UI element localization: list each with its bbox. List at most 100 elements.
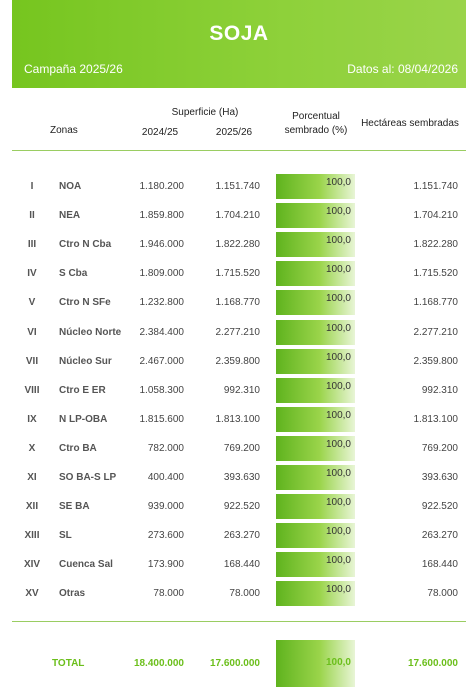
surface-2025-value: 1.151.740 xyxy=(215,181,261,192)
total-hectares-value: 17.600.000 xyxy=(407,658,458,669)
zone-name: N LP-OBA xyxy=(59,413,108,425)
percent-value: 100,0 xyxy=(325,235,351,247)
surface-2024-value: 1.859.800 xyxy=(139,210,185,222)
zone-name: Otras xyxy=(59,588,86,600)
surface-2024-value: 1.946.000 xyxy=(139,239,185,251)
surface-2025-value: 1.822.280 xyxy=(215,239,261,251)
row-number: XIII xyxy=(24,530,40,542)
hectares-value: 1.715.520 xyxy=(413,268,459,280)
surface-2024-value: 273.600 xyxy=(147,530,184,542)
surface-header: Superficie (Ha) xyxy=(171,107,239,118)
surface-2025-value: 78.000 xyxy=(229,588,260,600)
surface-2025-value: 393.630 xyxy=(223,472,260,483)
surface-2024-value: 2.467.000 xyxy=(139,355,185,367)
table-row: XI SO BA-S LP 400.400 393.630 100,0 393.630 xyxy=(12,463,466,492)
percent-bar: 100,0 xyxy=(276,290,355,316)
percent-value: 100,0 xyxy=(325,264,351,276)
percent-value: 100,0 xyxy=(325,206,351,218)
zone-name: NOA xyxy=(59,181,82,192)
percent-bar: 100,0 xyxy=(276,319,355,345)
surface-2025-value: 769.200 xyxy=(223,442,260,454)
surface-2024-value: 173.900 xyxy=(147,559,184,571)
row-number: III xyxy=(27,239,37,251)
zone-name: S Cba xyxy=(59,268,88,280)
row-number: VIII xyxy=(24,384,40,396)
percent-value: 100,0 xyxy=(325,409,351,421)
percent-bar: 100,0 xyxy=(276,494,355,520)
zone-name: Ctro N SFe xyxy=(59,297,111,309)
campaign-label: Campaña 2025/26 xyxy=(24,62,123,76)
zone-name: SO BA-S LP xyxy=(59,472,117,483)
zone-name: SE BA xyxy=(59,501,90,513)
total-percent-value: 100,0 xyxy=(325,657,351,668)
table-row: XII SE BA 939.000 922.520 100,0 922.520 xyxy=(12,492,466,521)
hectares-value: 263.270 xyxy=(421,530,458,542)
zone-name: SL xyxy=(59,530,72,542)
table-row: XIII SL 273.600 263.270 100,0 263.270 xyxy=(12,521,466,550)
total-year1-value: 18.400.000 xyxy=(133,658,184,669)
hectares-value: 168.440 xyxy=(421,559,458,571)
hectares-value: 1.168.770 xyxy=(413,297,459,309)
table-row: XV Otras 78.000 78.000 100,0 78.000 xyxy=(12,579,466,608)
row-number: XV xyxy=(25,588,39,600)
total-label: TOTAL xyxy=(52,658,85,669)
hectares-value: 922.520 xyxy=(421,501,458,513)
percent-value: 100,0 xyxy=(325,322,351,334)
percent-value: 100,0 xyxy=(325,177,351,188)
total-row: TOTAL 18.400.000 17.600.000 100,0 17.600… xyxy=(12,640,466,687)
total-divider xyxy=(12,621,466,622)
zone-name: Ctro E ER xyxy=(59,384,106,396)
table-row: I NOA 1.180.200 1.151.740 100,0 1.151.740 xyxy=(12,172,466,201)
percent-bar: 100,0 xyxy=(276,523,355,549)
percent-value: 100,0 xyxy=(325,555,351,567)
hectares-value: 1.813.100 xyxy=(413,413,459,425)
row-number: IV xyxy=(27,268,37,280)
percent-bar: 100,0 xyxy=(276,581,355,607)
hectares-value: 1.822.280 xyxy=(413,239,459,251)
surface-2025-value: 2.359.800 xyxy=(215,355,261,367)
surface-2025-value: 1.813.100 xyxy=(215,413,261,425)
zone-name: NEA xyxy=(59,210,81,222)
row-number: V xyxy=(28,297,36,309)
percent-bar: 100,0 xyxy=(276,203,355,229)
table-row: VII Núcleo Sur 2.467.000 2.359.800 100,0 2.35… xyxy=(12,347,466,376)
percent-value: 100,0 xyxy=(325,526,351,538)
table-row: VIII Ctro E ER 1.058.300 992.310 100,0 992.31… xyxy=(12,376,466,405)
surface-2024-value: 1.058.300 xyxy=(139,384,185,396)
surface-2025-value: 992.310 xyxy=(223,384,260,396)
percent-bar: 100,0 xyxy=(276,232,355,258)
total-year2-value: 17.600.000 xyxy=(209,658,260,669)
hectares-value: 992.310 xyxy=(421,384,458,396)
percent-bar: 100,0 xyxy=(276,348,355,374)
percent-value: 100,0 xyxy=(325,438,351,450)
percent-bar: 100,0 xyxy=(276,435,355,461)
row-number: I xyxy=(30,181,34,192)
surface-2025-value: 922.520 xyxy=(223,501,260,513)
percent-value: 100,0 xyxy=(325,351,351,363)
surface-2025-value: 1.168.770 xyxy=(215,297,261,309)
hectares-header: Hectáreas sembradas xyxy=(361,118,459,129)
percent-value: 100,0 xyxy=(325,497,351,509)
surface-2024-value: 1.180.200 xyxy=(139,181,185,192)
hectares-value: 393.630 xyxy=(421,472,458,483)
data-date-label: Datos al: 08/04/2026 xyxy=(347,62,458,76)
surface-2024-value: 1.809.000 xyxy=(139,268,185,280)
row-number: IX xyxy=(27,413,37,425)
percent-value: 100,0 xyxy=(325,584,351,596)
table-row: VI Núcleo Norte 2.384.400 2.277.210 100,0 2.2… xyxy=(12,318,466,347)
year1-header: 2024/25 xyxy=(141,127,179,138)
table-row: II NEA 1.859.800 1.704.210 100,0 1.704.210 xyxy=(12,201,466,230)
surface-2024-value: 400.400 xyxy=(147,472,184,483)
row-number: VII xyxy=(25,355,39,367)
row-number: X xyxy=(28,442,36,454)
hectares-value: 2.277.210 xyxy=(413,326,459,338)
percent-bar: 100,0 xyxy=(276,261,355,287)
table-row: IV S Cba 1.809.000 1.715.520 100,0 1.715.520 xyxy=(12,259,466,288)
year2-header: 2025/26 xyxy=(215,127,253,138)
surface-2025-value: 1.715.520 xyxy=(215,268,261,280)
percent-bar: 100,0 xyxy=(276,377,355,403)
hectares-value: 769.200 xyxy=(421,442,458,454)
hectares-value: 2.359.800 xyxy=(413,355,459,367)
surface-2024-value: 1.232.800 xyxy=(139,297,185,309)
percent-value: 100,0 xyxy=(325,380,351,392)
